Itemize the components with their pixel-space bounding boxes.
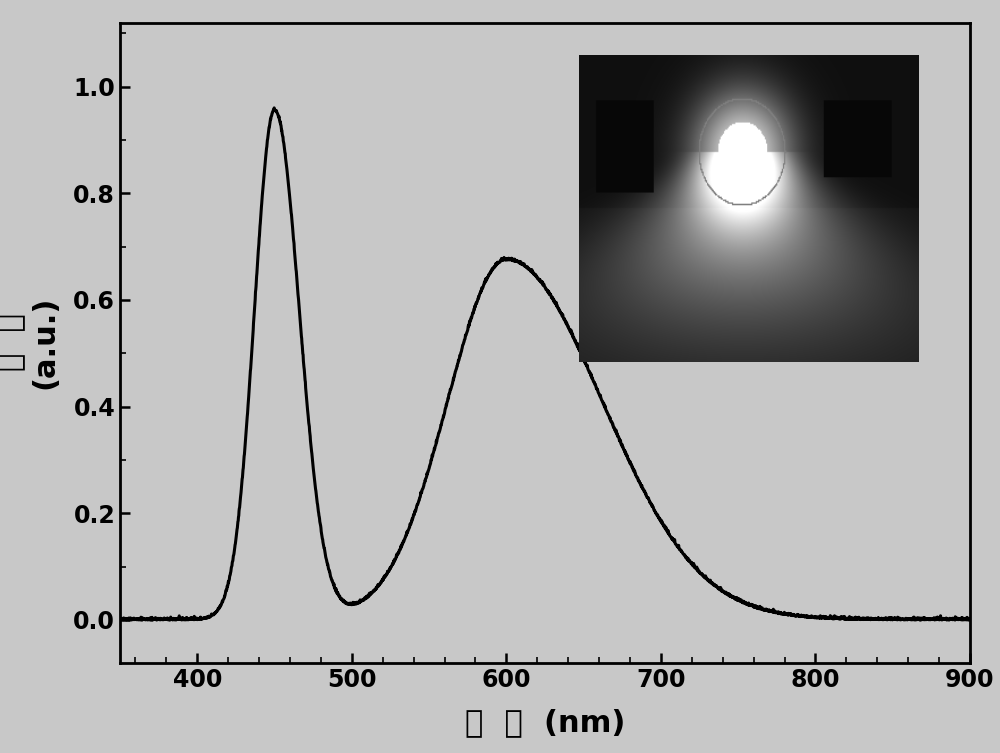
Y-axis label: 强  度
(a.u.): 强 度 (a.u.) (0, 296, 59, 389)
X-axis label: 波  长  (nm): 波 长 (nm) (465, 708, 625, 737)
